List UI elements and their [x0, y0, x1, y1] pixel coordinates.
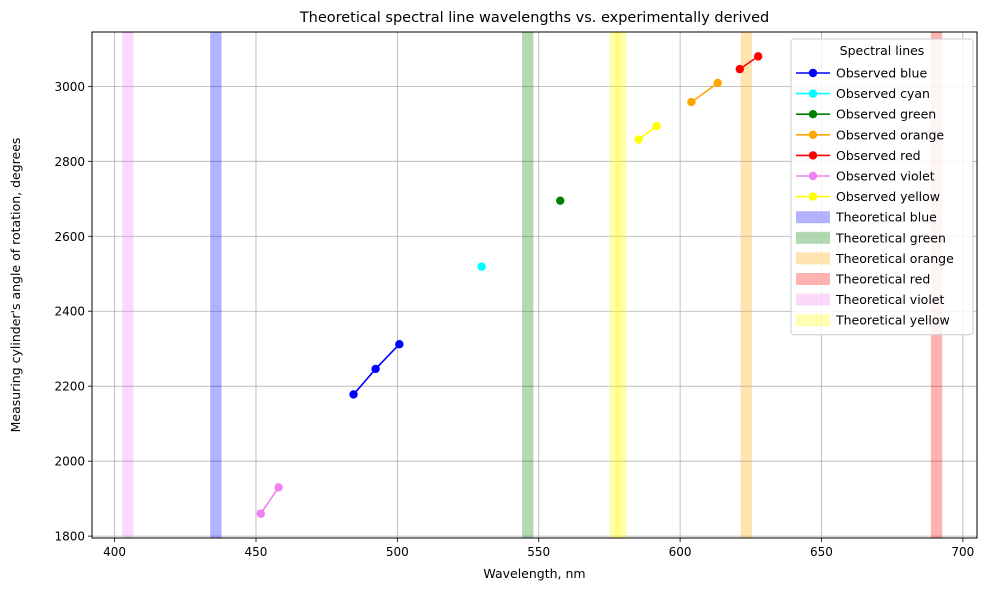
observed-green-series [556, 196, 565, 205]
x-tick-label: 600 [669, 545, 692, 559]
legend-theoretical-green-swatch [796, 231, 830, 244]
observed-orange-line [690, 82, 719, 103]
legend-theoretical-violet-swatch [796, 293, 830, 306]
legend-theoretical-orange-swatch [796, 252, 830, 265]
observed-red-point [753, 52, 763, 61]
legend-theoretical-orange-label: Theoretical orange [835, 251, 954, 266]
theoretical-violet-band [122, 32, 134, 538]
observed-orange-point [687, 97, 696, 107]
theoretical-green-band [522, 32, 534, 538]
x-tick-label: 650 [810, 545, 833, 559]
x-tick-label: 450 [245, 545, 268, 559]
y-tick-label: 2800 [54, 155, 85, 169]
legend-box [790, 38, 974, 336]
theoretical-orange-band [740, 32, 752, 538]
observed-blue-point [349, 390, 358, 399]
y-tick-label: 3000 [54, 80, 85, 94]
legend-observed-violet-marker [808, 171, 818, 181]
observed-blue-point [395, 340, 404, 349]
legend-observed-blue-marker [808, 68, 818, 78]
observed-cyan-series [477, 262, 486, 271]
observed-violet-line [260, 486, 280, 515]
observed-orange-point [713, 78, 722, 88]
theoretical-yellow-band [609, 32, 621, 538]
x-tick-label: 550 [527, 545, 550, 559]
observed-yellow-point [634, 135, 643, 144]
legend-theoretical-red-swatch [796, 273, 830, 285]
legend-observed-yellow-label: Observed yellow [836, 189, 940, 204]
x-tick-label: 400 [103, 545, 126, 559]
legend-observed-cyan-marker [808, 89, 818, 98]
observed-violet-series [256, 483, 283, 518]
y-tick-label: 2000 [54, 455, 85, 469]
legend-observed-yellow-marker [808, 192, 818, 201]
x-tick-label: 700 [951, 545, 974, 559]
y-tick-label: 2400 [54, 305, 85, 319]
observed-violet-point [256, 509, 266, 518]
legend-observed-orange-marker [808, 130, 818, 139]
chart-title: Theoretical spectral line wavelengths vs… [299, 10, 769, 26]
observed-red-series [735, 52, 763, 74]
legend-observed-cyan-label: Observed cyan [836, 86, 930, 101]
observed-green-point [556, 196, 565, 205]
x-axis-title: Wavelength, nm [483, 566, 585, 581]
observed-yellow-point [652, 121, 661, 131]
observed-red-point [735, 64, 744, 74]
legend-observed-blue-label: Observed blue [836, 66, 927, 81]
legend-theoretical-blue-swatch [796, 211, 830, 224]
observed-blue-series [349, 340, 404, 399]
x-tick-label: 500 [386, 545, 409, 559]
observed-series [256, 52, 763, 518]
observed-cyan-point [477, 262, 486, 271]
legend-theoretical-blue-label: Theoretical blue [835, 210, 937, 225]
axis-ticks: 400 450 500 550 600 650 700 1800 2000 2200 2400 260… [54, 80, 974, 559]
y-tick-label: 2600 [54, 230, 85, 244]
legend-observed-red-label: Observed red [836, 148, 921, 163]
legend-observed-violet-label: Observed violet [836, 169, 935, 184]
legend-theoretical-violet-label: Theoretical violet [835, 292, 944, 307]
legend-theoretical-yellow-label: Theoretical yellow [835, 313, 950, 328]
legend-theoretical-yellow-swatch [796, 314, 830, 327]
legend-observed-orange-label: Observed orange [836, 127, 944, 142]
y-tick-label: 1800 [54, 530, 85, 544]
legend-title: Spectral lines [840, 43, 925, 58]
plot-frame [91, 31, 978, 539]
legend-theoretical-red-label: Theoretical red [835, 272, 930, 287]
legend-theoretical-green-label: Theoretical green [835, 230, 946, 245]
y-axis-title: Measuring cylinder's angle of rotation, … [8, 138, 23, 433]
observed-yellow-series [634, 121, 661, 144]
legend-observed-green-marker [808, 110, 818, 119]
legend-observed-green-label: Observed green [836, 107, 936, 122]
observed-violet-point [274, 483, 283, 492]
y-tick-label: 2200 [54, 380, 85, 394]
legend: Spectral lines Observed blue Observed cyan… [790, 38, 974, 336]
observed-blue-point [371, 364, 380, 374]
legend-observed-red-marker [808, 151, 818, 160]
theoretical-blue-band [210, 32, 222, 538]
observed-orange-series [687, 78, 722, 107]
theoretical-yellow-band [615, 32, 627, 538]
